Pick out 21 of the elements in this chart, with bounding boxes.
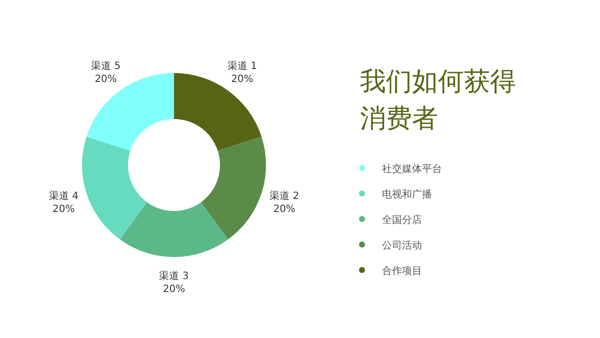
data-label: 20% bbox=[52, 204, 75, 215]
text: 公司活动 bbox=[382, 240, 422, 252]
slice-label: 渠道 2 bbox=[270, 190, 300, 202]
text: 社交媒体平台 bbox=[382, 163, 442, 175]
text: 电视和广播 bbox=[382, 188, 432, 200]
slice-label: 渠道 1 bbox=[227, 60, 257, 72]
slice-label: 渠道 4 bbox=[48, 190, 78, 202]
text: 我们如何获得消费者 bbox=[360, 67, 516, 134]
text: 合作项目 bbox=[382, 265, 422, 277]
donut-slice bbox=[201, 136, 266, 240]
slice-label: 渠道 3 bbox=[159, 270, 189, 282]
donut-slice bbox=[82, 136, 147, 240]
data-label: 20% bbox=[162, 284, 186, 295]
slice-label: 渠道 5 bbox=[91, 60, 121, 72]
donut-slice bbox=[120, 202, 228, 257]
donut-slice bbox=[86, 73, 174, 151]
data-label: 20% bbox=[231, 74, 254, 86]
text: 全国分店 bbox=[382, 214, 422, 226]
donut-slice bbox=[174, 73, 262, 151]
data-label: 20% bbox=[273, 204, 296, 215]
data-label: 20% bbox=[94, 74, 117, 86]
